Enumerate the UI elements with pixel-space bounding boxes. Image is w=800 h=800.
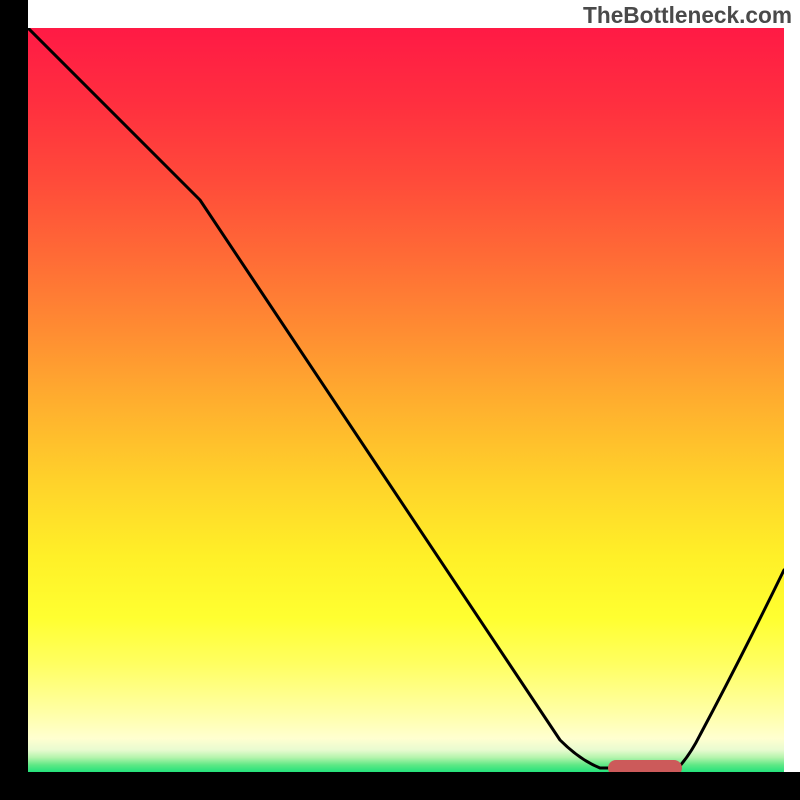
watermark-text: TheBottleneck.com (583, 2, 792, 29)
chart-container: TheBottleneck.com (0, 0, 800, 800)
bottleneck-chart (0, 0, 800, 800)
y-axis (0, 0, 28, 800)
x-axis (0, 772, 800, 800)
